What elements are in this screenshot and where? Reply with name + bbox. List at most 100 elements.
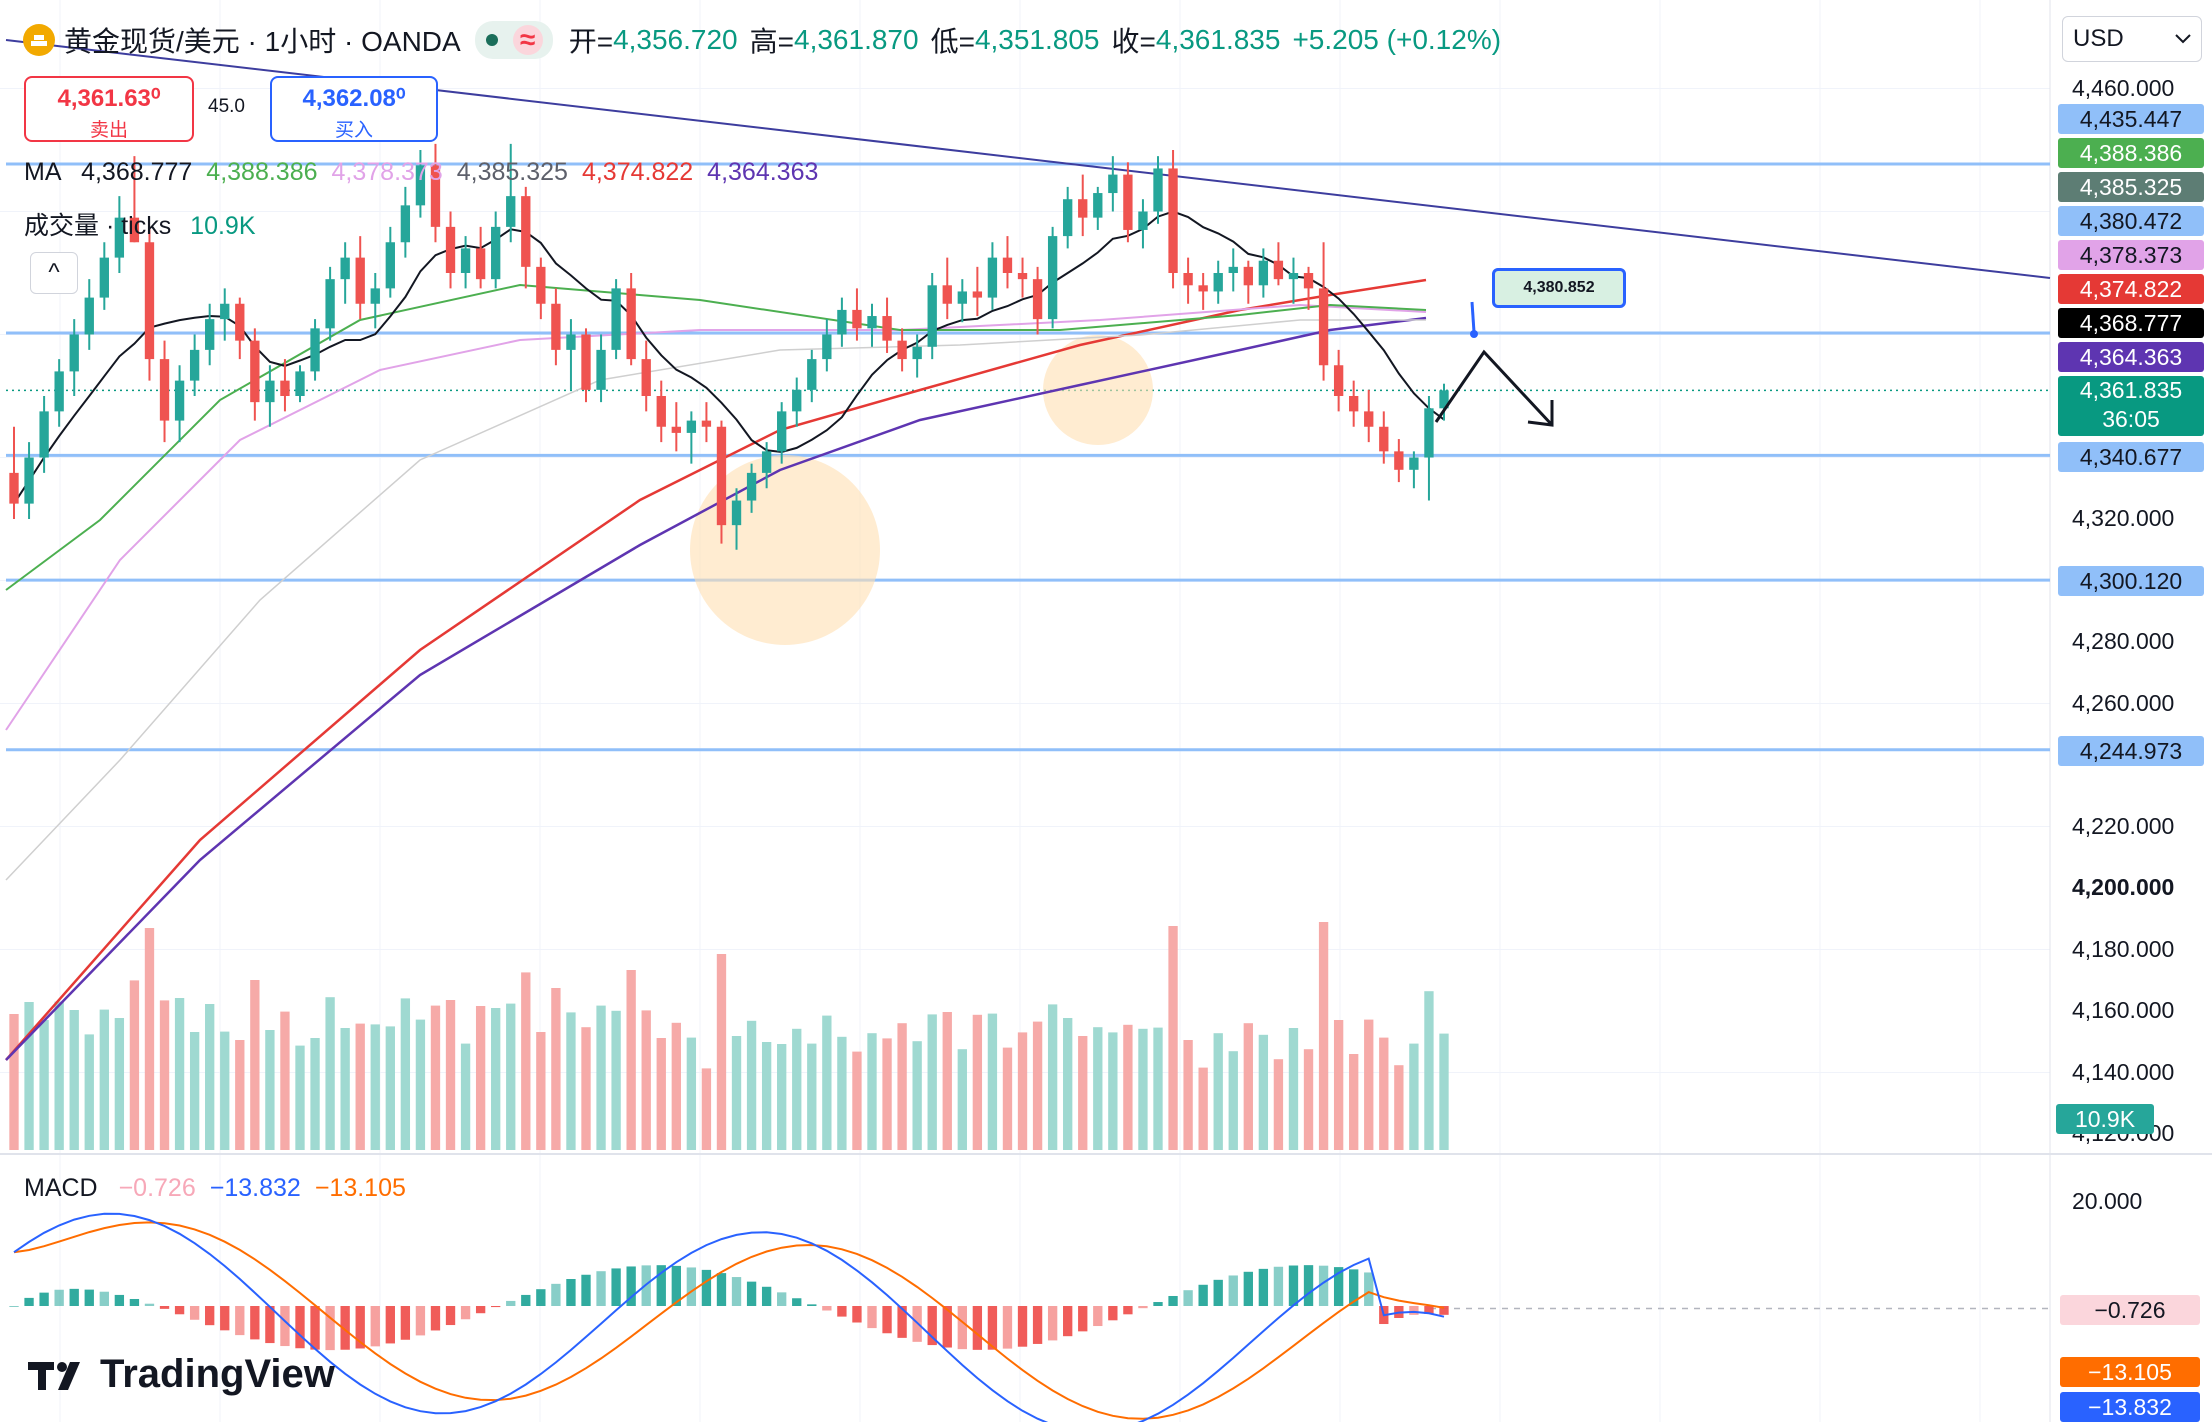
candle-body [807,359,817,390]
macd-histogram-bar [596,1271,606,1306]
volume-bar [1017,1032,1028,1150]
volume-bar [445,1000,456,1150]
macd-histogram-bar [957,1306,967,1350]
macd-histogram-bar [340,1306,350,1350]
volume-bar [882,1038,892,1150]
ma-legend[interactable]: MA 4,368.777 4,388.386 4,378.373 4,385.325 4… [24,158,818,187]
macd-histogram-bar [1123,1306,1133,1315]
volume-bar [1333,1020,1344,1150]
macd-histogram-bar [325,1306,335,1351]
candle-body [235,303,245,341]
candle-body [1409,457,1419,470]
volume-bar [671,1022,681,1150]
macd-histogram-bar [460,1306,471,1320]
volume-value-tag: 10.9K [2056,1104,2154,1134]
macd-histogram-bar [1288,1265,1299,1306]
macd-histogram-bar [506,1300,516,1306]
macd-histogram-bar [897,1306,907,1338]
candle-body [1138,211,1148,230]
macd-histogram-bar [1032,1306,1043,1344]
volume-bar [1002,1047,1013,1150]
candle-body [566,334,576,350]
high-value: 4,361.870 [794,24,919,55]
price-callout[interactable]: 4,380.852 [1492,268,1626,308]
macd-histogram-bar [882,1306,892,1334]
macd-histogram-bar [235,1306,245,1336]
ma-legend-value: 4,374.822 [581,158,694,186]
macd-histogram-bar [536,1289,546,1306]
candle-body [1228,266,1238,273]
volume-bar [867,1033,877,1150]
macd-histogram-bar [731,1277,742,1306]
volume-bar [1213,1033,1223,1150]
macd-histogram-bar [671,1265,681,1306]
macd-histogram-bar [129,1298,140,1306]
sell-price: 4,361.63⁰ [57,85,161,112]
macd-histogram-bar [1409,1306,1419,1315]
macd-histogram-bar [1168,1295,1178,1306]
candle-body [746,472,757,501]
volume-bar [129,980,140,1150]
sell-button[interactable]: 4,361.63⁰ 卖出 [24,76,194,142]
volume-bar [220,1031,230,1150]
currency-select[interactable]: USD [2062,16,2202,62]
macd-histogram-bar [159,1306,170,1309]
candle-body [1318,288,1329,366]
market-open-dot-icon [485,34,498,46]
candle-body [340,257,350,280]
macd-histogram-bar [656,1265,666,1306]
volume-bar [1349,1054,1359,1150]
buy-button[interactable]: 4,362.08⁰ 买入 [270,76,438,142]
candle-body [1424,408,1434,458]
tradingview-logo[interactable]: TradingView [28,1352,335,1397]
collapse-legend-button[interactable]: ^ [30,252,78,294]
macd-label: MACD [24,1174,98,1202]
candle-body [159,359,170,421]
volume-bar [1394,1065,1404,1150]
volume-bar [84,1034,94,1150]
price-tag: 4,378.373 [2058,240,2204,270]
macd-histogram-bar [24,1297,34,1306]
volume-bar [1379,1037,1389,1150]
macd-histogram-bar [355,1306,365,1349]
macd-histogram-bar [626,1266,636,1306]
volume-bar [1228,1051,1238,1150]
candle-body [265,380,275,403]
volume-bar [777,1044,787,1150]
macd-histogram-bar [1093,1306,1103,1327]
price-axis-label: 4,220.000 [2072,812,2175,839]
candle-body [987,257,998,298]
macd-histogram-bar [1002,1306,1013,1349]
macd-histogram-bar [1228,1275,1238,1306]
macd-histogram-bar [1183,1290,1193,1306]
macd-histogram-bar [189,1306,200,1320]
volume-bar [1153,1027,1163,1150]
low-label: 低= [930,26,975,57]
ma-red-line [5,278,1427,1061]
macd-histogram-bar [114,1294,125,1306]
volume-bar [265,1030,275,1150]
candle-body [912,346,922,360]
candle-body [1364,411,1374,427]
candle-body [1063,199,1073,237]
volume-legend-value: 10.9K [190,212,256,240]
macd-legend[interactable]: MACD −0.726 −13.832 −13.105 [24,1174,406,1203]
volume-bar [506,1003,516,1150]
volume-bar [897,1023,907,1150]
volume-bar [641,1010,651,1150]
market-status-badge[interactable]: ≈ [474,21,553,59]
candle-body [491,226,501,280]
volume-bar [1047,1004,1058,1150]
macd-histogram-bar [1213,1279,1223,1306]
callout-pointer [1470,301,1476,333]
ma-label: MA [24,158,61,186]
candle-body [69,334,79,372]
price-axis-label: 4,260.000 [2072,689,2175,716]
volume-bar [174,998,185,1150]
price-axis-label: 4,320.000 [2072,505,2175,531]
symbol-title[interactable]: 黄金现货/美元 · 1小时 · OANDA [64,26,461,57]
macd-histogram-bar [521,1294,531,1306]
ma-black-line [13,210,1445,505]
volume-legend[interactable]: 成交量 · ticks 10.9K [24,206,256,242]
